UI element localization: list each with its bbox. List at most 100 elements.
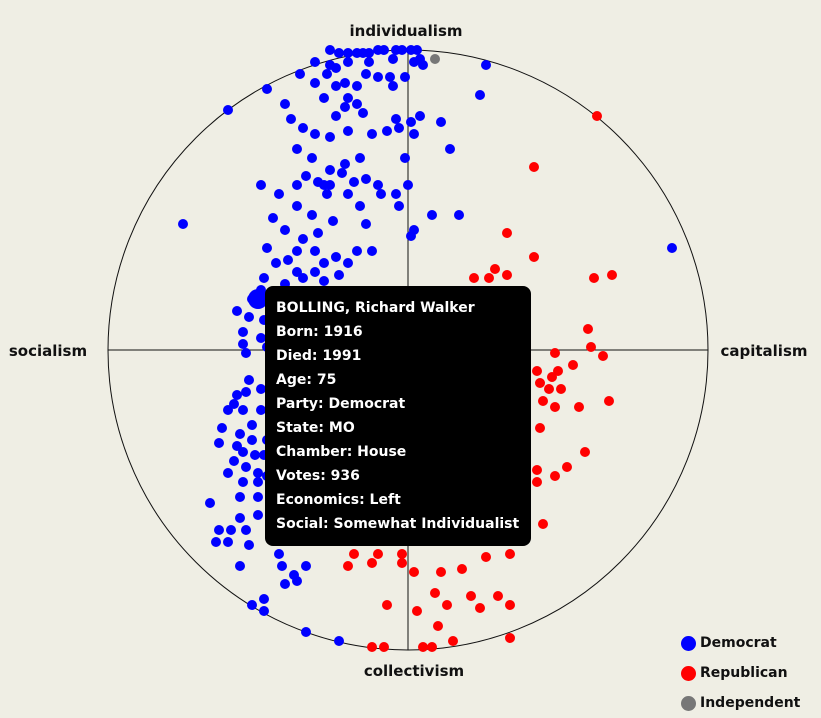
democrat-point[interactable] xyxy=(217,423,227,433)
republican-point[interactable] xyxy=(436,567,446,577)
legend-item-democrat[interactable]: Democrat xyxy=(680,628,800,658)
democrat-point[interactable] xyxy=(301,561,311,571)
democrat-point[interactable] xyxy=(358,108,368,118)
democrat-point[interactable] xyxy=(331,63,341,73)
democrat-point[interactable] xyxy=(340,78,350,88)
democrat-point[interactable] xyxy=(247,600,257,610)
democrat-point[interactable] xyxy=(331,81,341,91)
democrat-point[interactable] xyxy=(235,429,245,439)
republican-point[interactable] xyxy=(427,642,437,652)
republican-point[interactable] xyxy=(484,273,494,283)
democrat-point[interactable] xyxy=(388,54,398,64)
democrat-point[interactable] xyxy=(250,450,260,460)
republican-point[interactable] xyxy=(607,270,617,280)
democrat-point[interactable] xyxy=(292,144,302,154)
democrat-point[interactable] xyxy=(427,210,437,220)
democrat-point[interactable] xyxy=(235,492,245,502)
democrat-point[interactable] xyxy=(340,159,350,169)
republican-point[interactable] xyxy=(469,273,479,283)
democrat-point[interactable] xyxy=(412,45,422,55)
independent-point[interactable] xyxy=(430,54,440,64)
democrat-point[interactable] xyxy=(301,627,311,637)
democrat-point[interactable] xyxy=(256,333,266,343)
republican-point[interactable] xyxy=(367,642,377,652)
republican-point[interactable] xyxy=(574,402,584,412)
democrat-point[interactable] xyxy=(325,132,335,142)
republican-point[interactable] xyxy=(589,273,599,283)
republican-point[interactable] xyxy=(580,447,590,457)
democrat-point[interactable] xyxy=(454,210,464,220)
republican-point[interactable] xyxy=(529,252,539,262)
democrat-point[interactable] xyxy=(667,243,677,253)
democrat-point[interactable] xyxy=(373,72,383,82)
republican-point[interactable] xyxy=(586,342,596,352)
republican-point[interactable] xyxy=(529,162,539,172)
democrat-point[interactable] xyxy=(259,594,269,604)
democrat-point[interactable] xyxy=(319,276,329,286)
democrat-point[interactable] xyxy=(310,246,320,256)
republican-point[interactable] xyxy=(547,372,557,382)
democrat-point[interactable] xyxy=(310,78,320,88)
democrat-point[interactable] xyxy=(229,456,239,466)
democrat-point[interactable] xyxy=(322,69,332,79)
democrat-point[interactable] xyxy=(223,105,233,115)
democrat-point[interactable] xyxy=(277,561,287,571)
highlighted-point[interactable] xyxy=(248,289,268,309)
republican-point[interactable] xyxy=(502,270,512,280)
republican-point[interactable] xyxy=(502,228,512,238)
democrat-point[interactable] xyxy=(343,57,353,67)
democrat-point[interactable] xyxy=(283,255,293,265)
democrat-point[interactable] xyxy=(391,114,401,124)
democrat-point[interactable] xyxy=(319,258,329,268)
republican-point[interactable] xyxy=(349,549,359,559)
republican-point[interactable] xyxy=(592,111,602,121)
democrat-point[interactable] xyxy=(238,447,248,457)
republican-point[interactable] xyxy=(562,462,572,472)
republican-point[interactable] xyxy=(550,348,560,358)
democrat-point[interactable] xyxy=(343,93,353,103)
democrat-point[interactable] xyxy=(205,498,215,508)
democrat-point[interactable] xyxy=(223,468,233,478)
democrat-point[interactable] xyxy=(343,258,353,268)
democrat-point[interactable] xyxy=(436,117,446,127)
democrat-point[interactable] xyxy=(253,477,263,487)
democrat-point[interactable] xyxy=(310,129,320,139)
democrat-point[interactable] xyxy=(331,111,341,121)
democrat-point[interactable] xyxy=(292,201,302,211)
democrat-point[interactable] xyxy=(445,144,455,154)
democrat-point[interactable] xyxy=(256,180,266,190)
democrat-point[interactable] xyxy=(310,57,320,67)
republican-point[interactable] xyxy=(448,636,458,646)
democrat-point[interactable] xyxy=(226,525,236,535)
democrat-point[interactable] xyxy=(238,327,248,337)
democrat-point[interactable] xyxy=(313,228,323,238)
republican-point[interactable] xyxy=(433,621,443,631)
democrat-point[interactable] xyxy=(388,81,398,91)
democrat-point[interactable] xyxy=(310,267,320,277)
democrat-point[interactable] xyxy=(241,387,251,397)
democrat-point[interactable] xyxy=(214,525,224,535)
legend-item-independent[interactable]: Independent xyxy=(680,688,800,718)
republican-point[interactable] xyxy=(475,603,485,613)
democrat-point[interactable] xyxy=(379,45,389,55)
republican-point[interactable] xyxy=(373,549,383,559)
democrat-point[interactable] xyxy=(337,168,347,178)
democrat-point[interactable] xyxy=(298,273,308,283)
republican-point[interactable] xyxy=(505,549,515,559)
republican-point[interactable] xyxy=(550,402,560,412)
democrat-point[interactable] xyxy=(262,243,272,253)
democrat-point[interactable] xyxy=(409,225,419,235)
democrat-point[interactable] xyxy=(268,213,278,223)
republican-point[interactable] xyxy=(568,360,578,370)
democrat-point[interactable] xyxy=(373,180,383,190)
republican-point[interactable] xyxy=(481,552,491,562)
republican-point[interactable] xyxy=(466,591,476,601)
republican-point[interactable] xyxy=(397,549,407,559)
republican-point[interactable] xyxy=(535,423,545,433)
democrat-point[interactable] xyxy=(232,306,242,316)
democrat-point[interactable] xyxy=(253,510,263,520)
democrat-point[interactable] xyxy=(409,129,419,139)
democrat-point[interactable] xyxy=(364,57,374,67)
democrat-point[interactable] xyxy=(352,99,362,109)
democrat-point[interactable] xyxy=(475,90,485,100)
